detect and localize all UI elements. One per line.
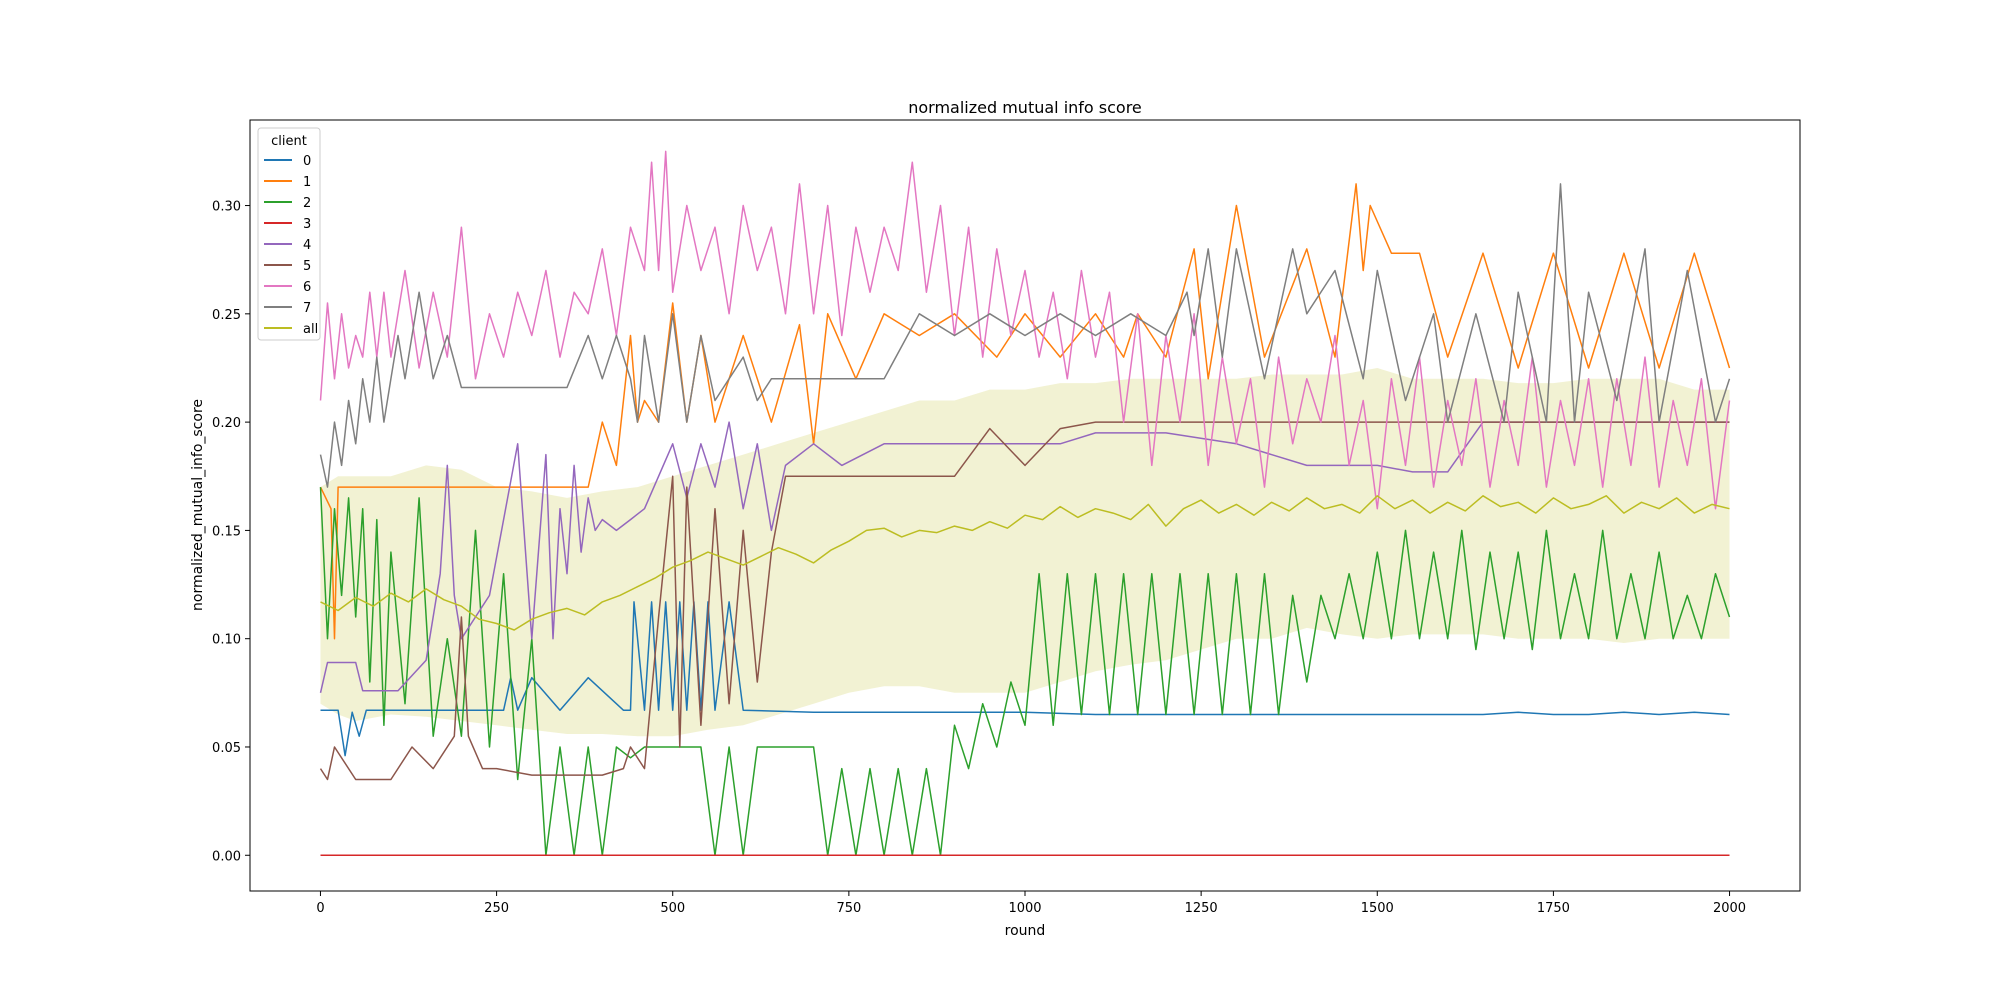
legend-title: client — [271, 134, 307, 149]
legend-label-5: 5 — [303, 259, 311, 274]
x-tick-label: 0 — [316, 901, 324, 916]
y-tick-label: 0.15 — [212, 524, 241, 539]
y-tick-label: 0.00 — [212, 849, 241, 864]
legend-label-7: 7 — [303, 301, 311, 316]
series-line-5 — [319, 421, 1730, 781]
x-tick-label: 250 — [484, 901, 509, 916]
series-line-all — [320, 495, 1730, 631]
all-band-layer — [320, 368, 1730, 737]
y-axis-ticks: 0.00 0.05 0.10 0.15 0.20 0.25 0.30 — [212, 200, 250, 864]
y-tick-label: 0.25 — [212, 308, 241, 323]
x-tick-label: 1750 — [1537, 901, 1570, 916]
x-tick-label: 1500 — [1361, 901, 1394, 916]
legend-label-4: 4 — [303, 238, 311, 253]
x-tick-label: 1000 — [1008, 901, 1041, 916]
legend-label-6: 6 — [303, 280, 311, 295]
y-axis-label: normalized_mutual_info_score — [190, 399, 206, 611]
all-confidence-band — [320, 368, 1730, 737]
y-tick-label: 0.20 — [212, 416, 241, 431]
legend: client 0 1 2 3 4 5 6 7 all — [257, 127, 321, 341]
legend-label-3: 3 — [303, 217, 311, 232]
x-tick-label: 500 — [660, 901, 685, 916]
series-line-7 — [319, 183, 1731, 488]
legend-label-2: 2 — [303, 196, 311, 211]
chart-title: normalized mutual info score — [908, 98, 1142, 117]
series-line-2 — [319, 487, 1731, 857]
legend-label-all: all — [303, 322, 318, 337]
x-tick-label: 2000 — [1713, 901, 1746, 916]
series-layer — [319, 150, 1731, 857]
x-tick-label: 1250 — [1185, 901, 1218, 916]
x-axis-label: round — [1005, 923, 1046, 939]
series-line-6 — [319, 150, 1731, 510]
series-line-0 — [320, 601, 1730, 757]
y-tick-label: 0.10 — [212, 633, 241, 648]
x-axis-ticks: 0 250 500 750 1000 1250 1500 1750 2000 — [316, 891, 1746, 916]
legend-items: 0 1 2 3 4 5 6 7 all — [264, 154, 318, 337]
x-tick-label: 750 — [836, 901, 861, 916]
y-tick-label: 0.30 — [212, 200, 241, 215]
legend-label-0: 0 — [303, 154, 311, 169]
legend-label-1: 1 — [303, 175, 311, 190]
series-line-4 — [319, 421, 1730, 693]
series-line-1 — [319, 183, 1731, 640]
y-tick-label: 0.05 — [212, 741, 241, 756]
